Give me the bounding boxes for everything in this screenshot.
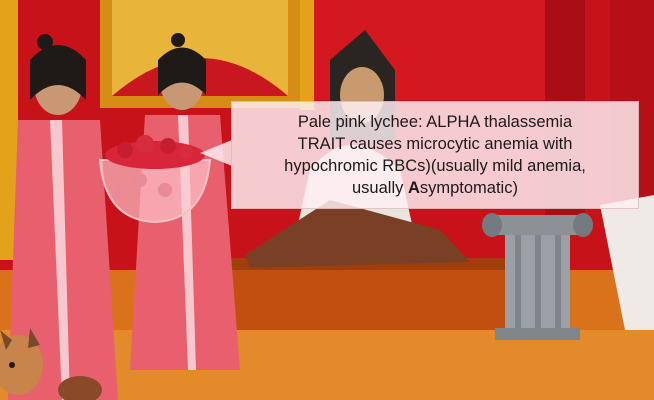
callout-line-1: Pale pink lychee: ALPHA thalassemia — [297, 113, 573, 131]
callout-line-4-suffix: symptomatic) — [419, 179, 518, 197]
callout-line-4-prefix: usually — [352, 179, 408, 197]
callout-text: Pale pink lychee: ALPHA thalassemia TRAI… — [284, 111, 586, 199]
floor-platform — [225, 265, 505, 335]
servant-woman-left-icon — [8, 34, 118, 400]
info-callout: Pale pink lychee: ALPHA thalassemia TRAI… — [231, 101, 639, 209]
callout-line-3: hypochromic RBCs)(usually mild anemia, — [284, 157, 586, 175]
stone-pedestal-icon — [482, 213, 593, 340]
white-sleeve-icon — [600, 195, 654, 330]
dog-head-icon — [0, 328, 43, 395]
gold-pillar-left — [0, 0, 18, 260]
lychee-bowl-icon — [98, 135, 212, 224]
brown-bag-icon — [58, 376, 102, 400]
callout-line-2: TRAIT causes microcytic anemia with — [297, 135, 573, 153]
gold-pillar-mid — [300, 0, 314, 110]
callout-line-4-bold: A — [407, 179, 420, 197]
callout-pointer — [200, 140, 232, 166]
